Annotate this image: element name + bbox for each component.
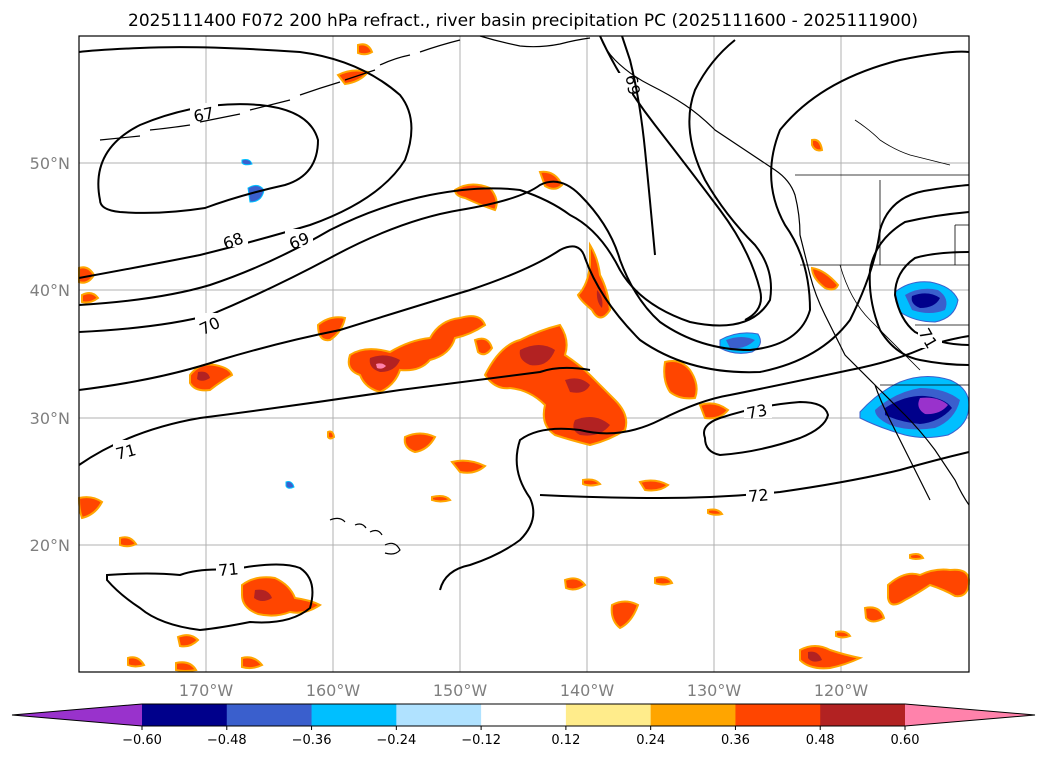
political-borders	[795, 119, 969, 386]
colorbar-segment	[820, 704, 906, 726]
precip-blob-northwest	[453, 183, 498, 212]
colorbar	[11, 703, 1036, 727]
alaska-coast	[479, 35, 591, 48]
lat-label-30n: 30°N	[30, 409, 70, 428]
latitude-labels: 50°N 40°N 30°N 20°N	[30, 154, 70, 555]
colorbar-tick-label: 0.48	[806, 733, 835, 748]
colorbar-tick-label: 0.36	[721, 733, 750, 748]
aleutian-islands	[99, 39, 461, 141]
refractivity-contours	[78, 35, 970, 632]
precip-blob-central-pacific	[347, 315, 487, 394]
positive-precip-regions	[77, 43, 971, 672]
contour-73	[703, 400, 830, 457]
lon-label-160w: 160°W	[306, 681, 361, 700]
colorbar-tick-label: 0.12	[551, 733, 580, 748]
contour-71-west	[106, 563, 314, 632]
contour-label-71-south: 71	[217, 559, 239, 580]
colorbar-segment	[481, 704, 567, 726]
precip-blob-north	[538, 170, 564, 190]
colorbar-segment	[735, 704, 821, 726]
colorbar-segment-max	[905, 704, 1035, 726]
colorbar-tick-label: −0.36	[292, 733, 332, 748]
precip-blob-east-2	[663, 360, 698, 400]
north-america-coast	[599, 35, 970, 506]
map-title: 2025111400 F072 200 hPa refract., river …	[128, 11, 918, 31]
hawaii	[329, 517, 401, 555]
lat-label-50n: 50°N	[30, 154, 70, 173]
contour-71-south	[78, 366, 591, 466]
contour-72	[439, 335, 970, 591]
contour-68	[78, 46, 413, 279]
contour-67	[97, 103, 320, 214]
negative-precip-regions	[241, 159, 970, 489]
longitude-labels: 170°W 160°W 150°W 140°W 130°W 120°W	[179, 681, 869, 700]
contour-labels: 67 68 69 69 70 71 71 71 72 73	[113, 73, 942, 580]
graticule	[79, 36, 969, 672]
colorbar-tick-label: −0.24	[376, 733, 416, 748]
precip-blob-138w	[576, 241, 612, 319]
contour-70	[78, 50, 970, 352]
coastlines	[99, 35, 970, 555]
colorbar-segment	[396, 704, 482, 726]
colorbar-segment	[565, 704, 652, 726]
colorbar-segment	[311, 704, 397, 726]
contour-north-loop	[621, 35, 656, 256]
colorbar-tick-labels: −0.60 −0.48 −0.36 −0.24 −0.12 0.12 0.24 0.36 0.4…	[122, 726, 919, 748]
colorbar-tick-label: 0.60	[891, 733, 920, 748]
contour-label-71-west: 71	[114, 440, 139, 464]
colorbar-segment	[650, 704, 736, 726]
lat-label-20n: 20°N	[30, 536, 70, 555]
lon-label-140w: 140°W	[560, 681, 615, 700]
colorbar-tick-label: −0.60	[122, 733, 162, 748]
contour-69	[78, 39, 772, 327]
lon-label-130w: 130°W	[687, 681, 742, 700]
lon-label-150w: 150°W	[433, 681, 488, 700]
colorbar-segment	[142, 704, 228, 726]
baja-coast	[874, 384, 931, 501]
contour-71-north	[78, 184, 970, 391]
lat-label-40n: 40°N	[30, 281, 70, 300]
colorbar-tick-label: 0.24	[636, 733, 665, 748]
lon-label-170w: 170°W	[179, 681, 234, 700]
contour-label-73: 73	[745, 400, 769, 423]
colorbar-segment	[226, 704, 313, 726]
colorbar-segment-min	[12, 704, 142, 726]
colorbar-tick-label: −0.12	[461, 733, 501, 748]
contour-72b	[539, 451, 970, 500]
contour-east-loop	[868, 211, 970, 366]
lon-label-120w: 120°W	[814, 681, 869, 700]
colorbar-tick-label: −0.48	[207, 733, 247, 748]
precip-blob-south	[241, 576, 322, 617]
contour-label-69-north: 69	[622, 73, 644, 96]
contour-label-72: 72	[747, 485, 769, 506]
map-area: 67 68 69 69 70 71 71 71 72 73	[77, 35, 971, 673]
